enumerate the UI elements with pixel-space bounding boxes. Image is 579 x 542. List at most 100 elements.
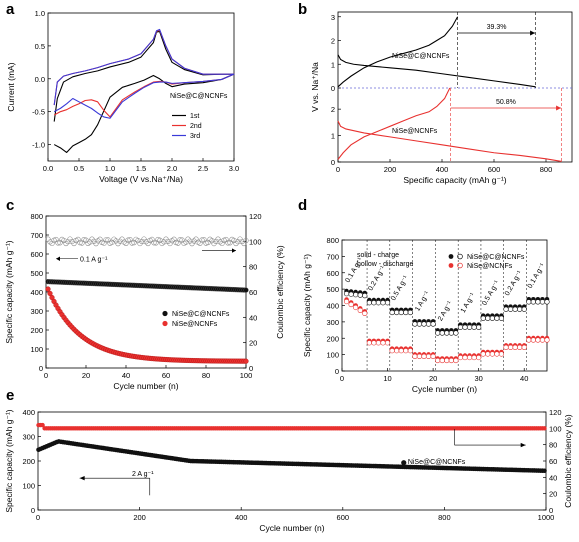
y-tick-label: 2 — [331, 37, 335, 46]
rate-label: 1 A g⁻¹ — [414, 290, 431, 313]
arrow-head — [56, 256, 60, 261]
rate-point-discharge — [517, 344, 523, 351]
y-tick-label: 800 — [30, 212, 43, 221]
x-tick-label: 80 — [202, 371, 210, 380]
rate-point-discharge — [462, 324, 468, 330]
rate-point-discharge — [435, 357, 441, 364]
rate-point-discharge — [366, 340, 372, 346]
rate-label: 0.5 A g⁻¹ — [481, 279, 501, 307]
y-tick-label: 0.5 — [35, 42, 45, 51]
rate-point-discharge — [530, 299, 536, 305]
y2-tick-label: 100 — [549, 424, 562, 433]
y-tick-label: 0 — [335, 367, 339, 376]
sample-label: NiSe@C@NCNFs — [392, 53, 450, 60]
rate-point-discharge — [371, 340, 377, 346]
y-tick-label: 100 — [326, 351, 339, 360]
ce-point — [177, 237, 183, 243]
legend-label: 3rd — [190, 133, 200, 140]
y-tick-label: 2 — [331, 105, 335, 114]
rate-point-discharge — [485, 315, 491, 321]
rate-point-discharge — [480, 351, 486, 357]
legend-label: 1st — [190, 113, 199, 120]
rate-point-discharge — [498, 315, 505, 321]
gcd-curve — [337, 54, 536, 88]
ce-point — [55, 240, 61, 246]
rate-point-discharge — [430, 353, 436, 360]
rate-point-discharge — [416, 353, 423, 360]
y-tick-label: 0.0 — [35, 75, 45, 84]
rate-point-discharge — [421, 321, 427, 327]
capacity-point-NiSe@C@NCNFs — [243, 287, 249, 293]
cv-curve-2nd — [53, 29, 235, 118]
panel-c: c0 20 40 60 80 100010020030040050060070080002… — [4, 197, 285, 391]
rate-point-discharge — [384, 300, 391, 306]
legend-marker-solid — [448, 254, 454, 259]
rate-point-discharge — [412, 321, 418, 327]
x-tick-label: 600 — [488, 165, 501, 174]
rate-point-discharge — [380, 300, 386, 306]
x-tick-label: 40 — [520, 374, 528, 383]
panel-a: a0.0 0.5 1.0 1.5 2.0 2.5 3.0-1.0-0.50.00.51.0V… — [6, 1, 239, 184]
rate-point-discharge — [507, 306, 514, 312]
rate-point-discharge — [375, 300, 382, 306]
arrow-head — [556, 105, 562, 111]
capacity-point-NiSe@NCNFs — [47, 290, 53, 297]
y2-tick-label: 40 — [249, 313, 257, 322]
y2-tick-label: 80 — [549, 441, 557, 450]
y-tick-label: 0 — [39, 364, 43, 373]
rate-point-discharge — [535, 337, 541, 343]
x-tick-label: 400 — [235, 513, 248, 522]
sample-label: NiSe@C@NCNFs — [170, 93, 228, 100]
plot-frame — [47, 12, 235, 162]
legend-marker — [162, 310, 168, 317]
rate-point-discharge — [466, 324, 473, 330]
y-tick-label: -1.0 — [32, 141, 45, 150]
x-tick-label: 800 — [540, 165, 553, 174]
rate-label: 0.1 A g⁻¹ — [344, 256, 364, 284]
arrow-head — [530, 30, 536, 36]
rate-point-discharge — [389, 348, 395, 354]
ce-point — [129, 240, 135, 246]
rate-point-discharge — [403, 309, 409, 316]
x-tick-label: 800 — [438, 513, 451, 522]
rate-point-discharge — [412, 353, 418, 360]
rate-point-discharge — [448, 330, 454, 336]
y-tick-label: 200 — [326, 334, 339, 343]
legend-label: 2nd — [190, 123, 202, 130]
y-tick-label: 500 — [326, 285, 339, 294]
annotation-pct: 50.8% — [496, 99, 516, 106]
rate-point-discharge — [394, 348, 400, 354]
y-tick-label: 0 — [31, 506, 35, 515]
rate-point-discharge — [503, 344, 509, 351]
y-tick-label: 1 — [331, 132, 335, 141]
rate-point-discharge — [448, 357, 454, 364]
y2-tick-label: 100 — [249, 237, 262, 246]
x-tick-label: 40 — [122, 371, 130, 380]
y-tick-label: 400 — [22, 408, 35, 417]
y-tick-label: 100 — [30, 345, 43, 354]
rate-point-discharge — [444, 357, 450, 364]
rate-point-discharge — [476, 324, 482, 330]
y-tick-label: 200 — [30, 326, 43, 335]
rate-point-discharge — [430, 321, 436, 327]
y-tick-label: 1 — [331, 60, 335, 69]
y2-tick-label: 80 — [249, 263, 257, 272]
y2-tick-label: 20 — [249, 339, 257, 348]
rate-point-discharge — [535, 299, 541, 305]
sample-label: NiSe@NCNFs — [392, 128, 438, 135]
ce-point — [225, 240, 231, 246]
rate-point-discharge — [389, 309, 395, 316]
rate-point-discharge — [357, 292, 363, 298]
y-tick-label: 700 — [30, 231, 43, 240]
legend-label: NiSe@C@NCNFs — [408, 459, 466, 466]
x-tick-label: 2.5 — [198, 164, 208, 173]
rate-point-discharge — [521, 344, 527, 351]
y-tick-label: -0.5 — [32, 108, 45, 117]
rate-point-discharge — [403, 348, 409, 354]
x-tick-label: 0 — [36, 513, 40, 522]
ce-point — [40, 422, 45, 428]
rate-point-discharge — [530, 337, 536, 343]
rate-point-discharge — [517, 306, 523, 312]
rate-point-discharge — [521, 306, 527, 312]
